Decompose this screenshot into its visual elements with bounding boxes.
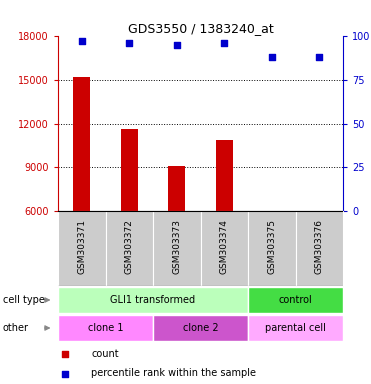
Text: GSM303375: GSM303375: [267, 220, 276, 275]
Point: [221, 40, 227, 46]
Point: [174, 42, 180, 48]
Bar: [168, 166, 185, 211]
Text: GSM303374: GSM303374: [220, 220, 229, 275]
Text: GLI1 transformed: GLI1 transformed: [111, 295, 196, 305]
Text: control: control: [279, 295, 312, 305]
Bar: [58, 211, 105, 286]
Bar: [216, 139, 233, 211]
Text: cell type: cell type: [3, 295, 45, 305]
Bar: [200, 211, 248, 286]
Text: clone 1: clone 1: [88, 323, 123, 333]
Text: other: other: [3, 323, 29, 333]
Bar: [153, 211, 200, 286]
Text: parental cell: parental cell: [265, 323, 326, 333]
Point: [316, 54, 322, 60]
Point: [62, 371, 68, 377]
Title: GDS3550 / 1383240_at: GDS3550 / 1383240_at: [128, 22, 273, 35]
Point: [269, 54, 275, 60]
Text: GSM303373: GSM303373: [172, 220, 181, 275]
Bar: [311, 211, 328, 294]
Bar: [248, 211, 295, 286]
Bar: [248, 314, 343, 341]
Bar: [58, 314, 153, 341]
Bar: [58, 286, 248, 313]
Text: percentile rank within the sample: percentile rank within the sample: [91, 369, 256, 379]
Bar: [105, 211, 153, 286]
Text: GSM303376: GSM303376: [315, 220, 324, 275]
Bar: [263, 211, 280, 296]
Bar: [248, 286, 343, 313]
Bar: [295, 211, 343, 286]
Text: GSM303372: GSM303372: [125, 220, 134, 275]
Point: [79, 38, 85, 44]
Bar: [153, 314, 248, 341]
Text: GSM303371: GSM303371: [77, 220, 86, 275]
Point: [126, 40, 132, 46]
Text: clone 2: clone 2: [183, 323, 218, 333]
Bar: [121, 129, 138, 211]
Bar: [73, 77, 90, 211]
Text: count: count: [91, 349, 119, 359]
Point: [62, 351, 68, 357]
